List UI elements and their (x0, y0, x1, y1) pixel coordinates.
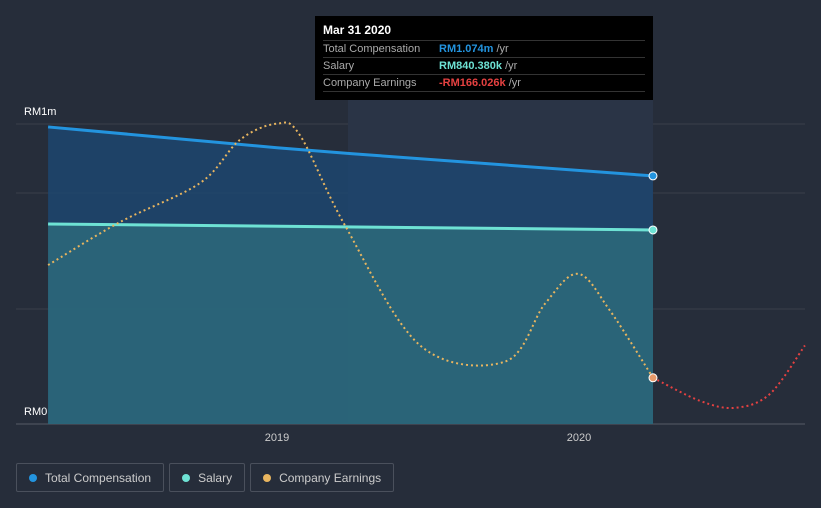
legend-item[interactable]: Company Earnings (250, 463, 395, 492)
legend-label: Company Earnings (279, 470, 382, 485)
company-earnings-point (648, 373, 658, 383)
tooltip-row: Salary RM840.380k /yr (323, 58, 645, 75)
tooltip-value: -RM166.026k /yr (439, 77, 521, 89)
y-tick-label: RM0 (24, 406, 48, 418)
salary-area (48, 223, 653, 424)
tooltip-value: RM840.380k /yr (439, 60, 518, 72)
legend-dot-icon (29, 473, 37, 482)
x-tick-label: 2019 (265, 432, 289, 444)
tooltip-label: Total Compensation (323, 43, 421, 55)
x-tick-label: 2020 (567, 432, 591, 444)
total-compensation-line (47, 125, 654, 178)
y-tick-label: RM1m (24, 106, 57, 118)
tooltip-row: Company Earnings -RM166.026k /yr (323, 75, 645, 92)
legend-label: Salary (198, 470, 233, 485)
tooltip-label: Company Earnings (323, 77, 417, 89)
tooltip: Mar 31 2020 Total Compensation RM1.074m /… (315, 16, 653, 100)
legend: Total Compensation Salary Company Earnings (16, 463, 395, 492)
tooltip-value: RM1.074m /yr (439, 43, 509, 55)
legend-dot-icon (182, 473, 191, 482)
tooltip-label: Salary (323, 60, 355, 72)
tooltip-date: Mar 31 2020 (323, 23, 645, 41)
company-earnings-forecast-line (652, 344, 806, 410)
legend-label: Total Compensation (45, 470, 152, 485)
salary-point (648, 225, 658, 235)
company-earnings-line (47, 121, 654, 379)
salary-line (48, 222, 654, 232)
tooltip-row: Total Compensation RM1.074m /yr (323, 41, 645, 58)
legend-dot-icon (263, 473, 272, 482)
total-compensation-point (648, 171, 658, 181)
legend-item[interactable]: Salary (169, 463, 246, 492)
legend-item[interactable]: Total Compensation (16, 463, 165, 492)
